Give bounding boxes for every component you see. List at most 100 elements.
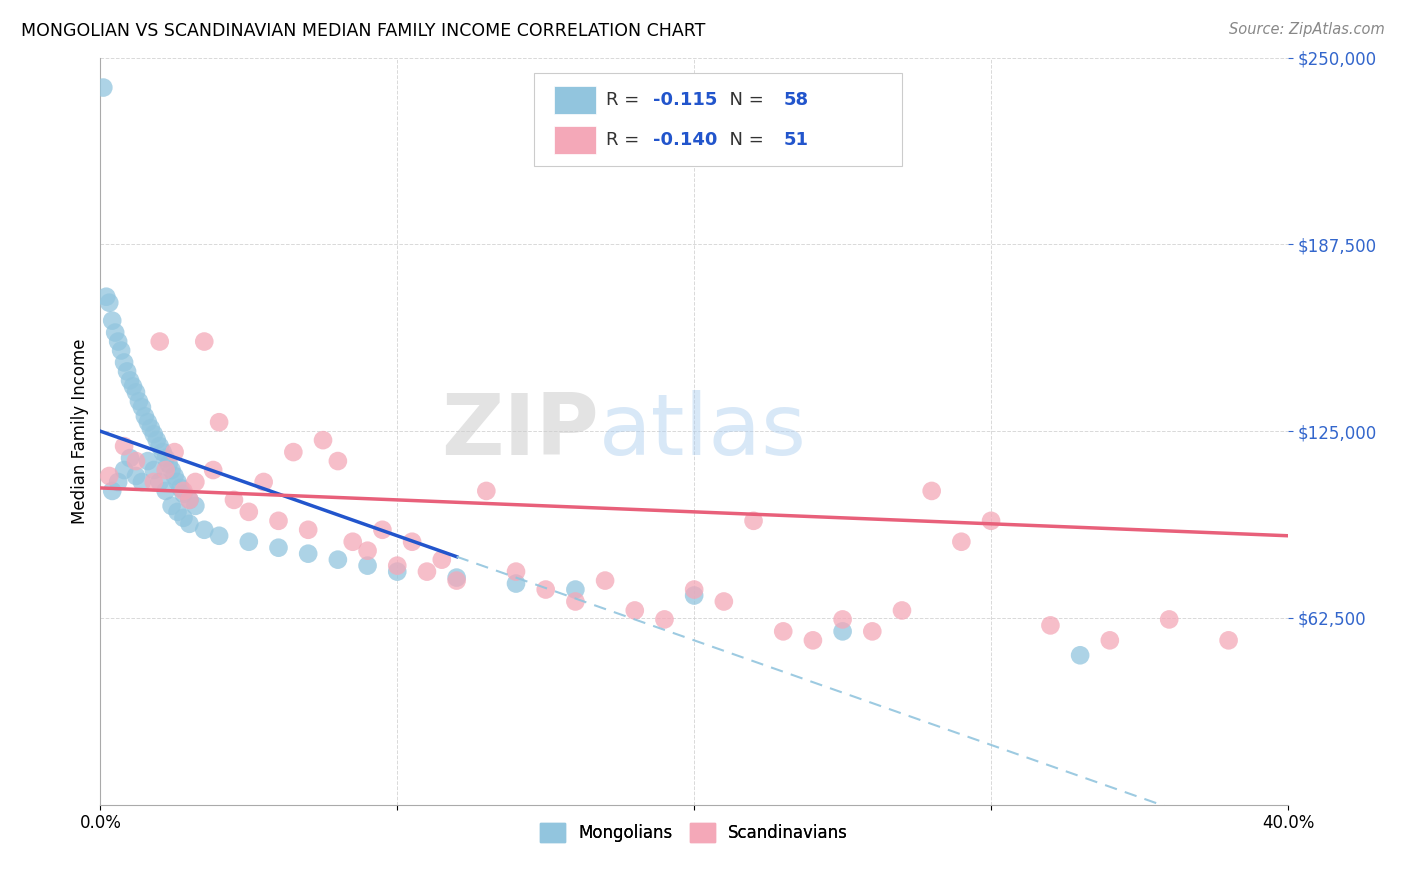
Point (505, 576, 527, 591)
Point (1159, 612, 1181, 626)
Point (104, 326, 127, 340)
Legend: Mongolians, Scandinavians: Mongolians, Scandinavians (534, 816, 855, 848)
Point (1069, 648, 1091, 663)
Point (772, 624, 794, 639)
Point (91, 80, 114, 95)
Point (202, 463, 225, 477)
Point (593, 574, 616, 588)
Point (173, 487, 195, 501)
Point (326, 454, 349, 468)
Point (860, 624, 883, 639)
Point (139, 421, 162, 435)
Point (145, 433, 167, 447)
Text: R =: R = (606, 91, 645, 109)
Text: 51: 51 (783, 131, 808, 149)
Point (356, 543, 378, 558)
Point (184, 499, 207, 513)
FancyBboxPatch shape (534, 72, 903, 166)
Point (125, 469, 148, 483)
Point (831, 624, 853, 639)
Point (742, 514, 765, 528)
Point (208, 529, 231, 543)
Point (950, 534, 973, 549)
Bar (554, 86, 596, 114)
Text: MONGOLIAN VS SCANDINAVIAN MEDIAN FAMILY INCOME CORRELATION CHART: MONGOLIAN VS SCANDINAVIAN MEDIAN FAMILY … (21, 22, 706, 40)
Point (115, 364, 138, 378)
Point (253, 475, 276, 489)
Point (564, 582, 586, 597)
Point (96, 290, 118, 304)
Point (112, 439, 135, 453)
Point (142, 427, 165, 442)
Point (184, 475, 207, 489)
Point (387, 558, 409, 573)
Point (371, 523, 394, 537)
Point (401, 534, 423, 549)
Point (149, 439, 172, 453)
Point (107, 475, 129, 489)
Point (446, 571, 468, 585)
Point (342, 534, 364, 549)
Point (980, 514, 1002, 528)
Point (1039, 618, 1062, 632)
Point (179, 492, 201, 507)
Text: 58: 58 (783, 91, 808, 109)
Point (654, 612, 676, 626)
Point (118, 451, 141, 466)
Point (623, 603, 645, 617)
Text: N =: N = (718, 91, 769, 109)
Point (155, 463, 177, 477)
Point (505, 565, 527, 579)
Point (801, 633, 824, 648)
Text: atlas: atlas (599, 390, 807, 473)
Point (1098, 633, 1121, 648)
Point (222, 492, 245, 507)
Point (683, 582, 706, 597)
Point (891, 603, 914, 617)
Point (297, 547, 319, 561)
Point (131, 475, 153, 489)
Point (160, 463, 183, 477)
Point (98, 469, 121, 483)
Text: Source: ZipAtlas.com: Source: ZipAtlas.com (1229, 22, 1385, 37)
Point (136, 454, 159, 468)
Point (101, 483, 124, 498)
Point (142, 463, 165, 477)
Point (173, 511, 195, 525)
Point (297, 523, 319, 537)
Point (166, 505, 188, 519)
Point (98, 295, 121, 310)
Point (149, 475, 172, 489)
Point (128, 394, 150, 409)
Point (534, 582, 557, 597)
Text: ZIP: ZIP (441, 390, 599, 473)
Point (112, 463, 135, 477)
Point (155, 451, 177, 466)
Point (110, 343, 132, 358)
Point (831, 612, 853, 626)
Text: -0.115: -0.115 (652, 91, 717, 109)
Point (446, 574, 468, 588)
Point (169, 481, 191, 495)
Point (193, 523, 215, 537)
Point (125, 385, 148, 400)
Point (179, 516, 201, 531)
Point (112, 355, 135, 369)
Point (564, 594, 586, 608)
Text: N =: N = (718, 131, 769, 149)
Point (356, 558, 378, 573)
Point (416, 565, 439, 579)
Point (326, 552, 349, 566)
Point (163, 445, 186, 459)
Point (125, 454, 148, 468)
Point (1218, 633, 1240, 648)
Point (142, 475, 165, 489)
Point (921, 483, 943, 498)
Point (166, 475, 188, 489)
Point (683, 589, 706, 603)
Point (134, 409, 156, 424)
Point (118, 373, 141, 387)
Point (283, 445, 305, 459)
Point (149, 334, 172, 349)
Text: -0.140: -0.140 (652, 131, 717, 149)
